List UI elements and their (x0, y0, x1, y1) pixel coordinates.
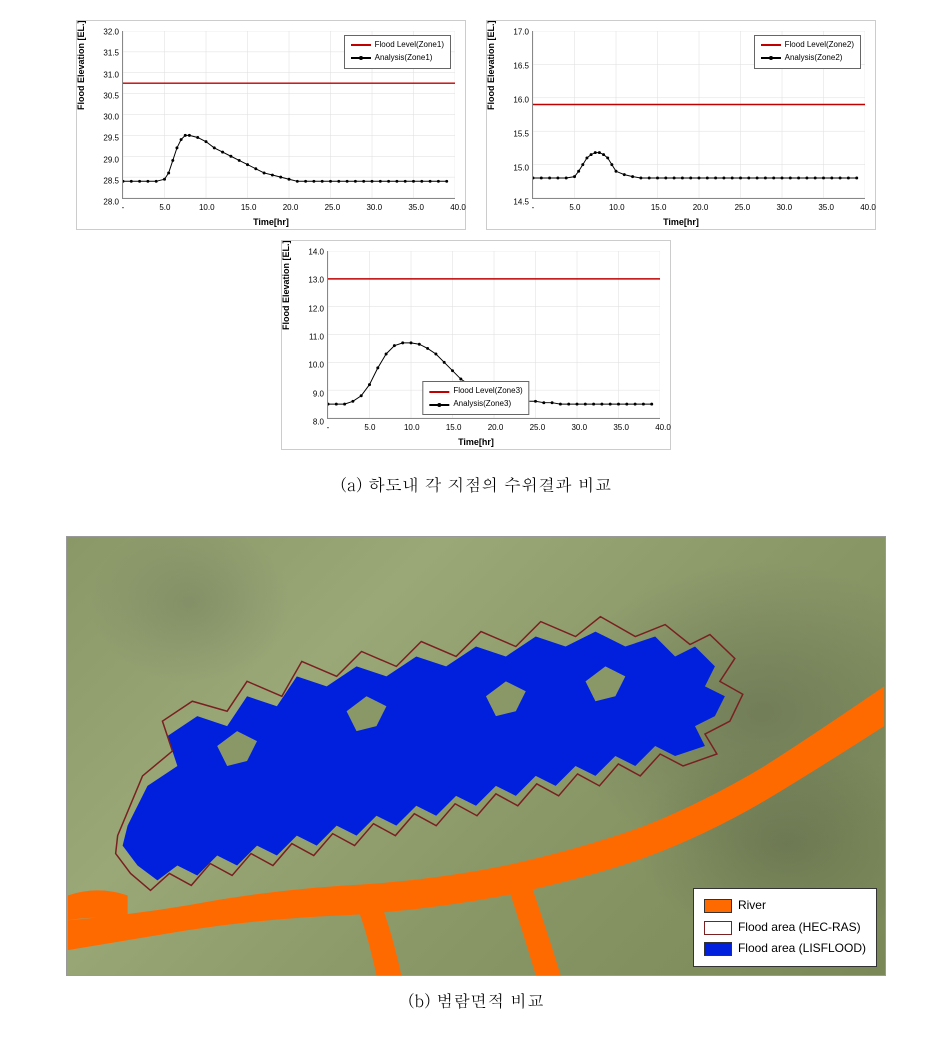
chart3-legend-flood-label: Flood Level(Zone3) (453, 385, 522, 398)
chart-zone1: Flood Elevation [EL.] Time[hr] 28.0 28.5 2… (76, 20, 466, 230)
xtick: 5.0 (569, 203, 580, 212)
ytick: 30.0 (91, 113, 119, 122)
flood-map: River Flood area (HEC-RAS) Flood area (L… (66, 536, 886, 976)
river-swatch (704, 899, 732, 913)
chart2-xlabel: Time[hr] (663, 217, 699, 227)
ytick: 14.0 (296, 248, 324, 257)
xtick: 25.0 (325, 203, 341, 212)
xtick: 40.0 (450, 203, 466, 212)
flood-line-swatch (761, 44, 781, 46)
analysis-marker-swatch (351, 57, 371, 59)
lisflood-swatch (704, 942, 732, 956)
xtick: 35.0 (613, 423, 629, 432)
xtick: 15.0 (446, 423, 462, 432)
caption-b: (b) 범람면적 비교 (40, 988, 912, 1012)
chart2-legend-flood-label: Flood Level(Zone2) (785, 39, 854, 52)
map-section: River Flood area (HEC-RAS) Flood area (L… (40, 536, 912, 1012)
analysis-marker-swatch (761, 57, 781, 59)
xtick: 10.0 (404, 423, 420, 432)
ytick: 28.5 (91, 176, 119, 185)
xtick: 35.0 (818, 203, 834, 212)
map-legend-hecras: Flood area (HEC-RAS) (704, 917, 866, 939)
map-legend-river: River (704, 895, 866, 917)
chart-zone3: Flood Elevation [EL.] Time[hr] 8.0 9.0 10.… (281, 240, 671, 450)
river-trib2 (506, 875, 561, 975)
ytick: 31.0 (91, 70, 119, 79)
flood-line-swatch (351, 44, 371, 46)
xtick: 20.0 (693, 203, 709, 212)
chart-row-bottom: Flood Elevation [EL.] Time[hr] 8.0 9.0 10.… (281, 240, 671, 450)
xtick: 5.0 (364, 423, 375, 432)
chart1-legend-flood-label: Flood Level(Zone1) (375, 39, 444, 52)
ytick: 14.5 (501, 198, 529, 207)
xtick: - (327, 423, 330, 432)
chart2-legend-flood: Flood Level(Zone2) (761, 39, 854, 52)
ytick: 10.0 (296, 361, 324, 370)
xtick: 35.0 (408, 203, 424, 212)
xtick: 40.0 (655, 423, 671, 432)
xtick: 10.0 (199, 203, 215, 212)
chart2-legend-analysis-label: Analysis(Zone2) (785, 52, 843, 65)
xtick: 20.0 (488, 423, 504, 432)
ytick: 29.5 (91, 134, 119, 143)
ytick: 9.0 (296, 389, 324, 398)
chart2-legend-analysis: Analysis(Zone2) (761, 52, 854, 65)
xtick: 20.0 (283, 203, 299, 212)
map-legend-lisflood: Flood area (LISFLOOD) (704, 938, 866, 960)
chart2-ylabel: Flood Elevation [EL.] (486, 21, 496, 111)
ytick: 29.0 (91, 155, 119, 164)
ytick: 11.0 (296, 333, 324, 342)
chart3-legend-analysis: Analysis(Zone3) (429, 398, 522, 411)
ytick: 16.5 (501, 62, 529, 71)
flood-line-swatch (429, 391, 449, 393)
river-trib1 (357, 905, 402, 975)
map-legend-river-label: River (738, 895, 766, 917)
ytick: 16.0 (501, 96, 529, 105)
chart-zone2: Flood Elevation [EL.] Time[hr] 14.5 15.0 1… (486, 20, 876, 230)
ytick: 17.0 (501, 28, 529, 37)
ytick: 12.0 (296, 304, 324, 313)
xtick: - (122, 203, 125, 212)
chart3-legend: Flood Level(Zone3) Analysis(Zone3) (422, 381, 529, 415)
ytick: 8.0 (296, 418, 324, 427)
xtick: 25.0 (735, 203, 751, 212)
chart1-legend-analysis: Analysis(Zone1) (351, 52, 444, 65)
ytick: 30.5 (91, 91, 119, 100)
hecras-swatch (704, 921, 732, 935)
map-legend: River Flood area (HEC-RAS) Flood area (L… (693, 888, 877, 967)
chart1-legend: Flood Level(Zone1) Analysis(Zone1) (344, 35, 451, 69)
xtick: 15.0 (241, 203, 257, 212)
chart3-legend-flood: Flood Level(Zone3) (429, 385, 522, 398)
analysis-marker-swatch (429, 404, 449, 406)
charts-section: Flood Elevation [EL.] Time[hr] 28.0 28.5 2… (40, 20, 912, 516)
xtick: 30.0 (776, 203, 792, 212)
xtick: 40.0 (860, 203, 876, 212)
ytick: 15.5 (501, 130, 529, 139)
chart3-xlabel: Time[hr] (458, 437, 494, 447)
chart3-ylabel: Flood Elevation [EL.] (281, 241, 291, 331)
xtick: 15.0 (651, 203, 667, 212)
map-legend-lisflood-label: Flood area (LISFLOOD) (738, 938, 866, 960)
chart1-legend-analysis-label: Analysis(Zone1) (375, 52, 433, 65)
ytick: 31.5 (91, 49, 119, 58)
chart1-xlabel: Time[hr] (253, 217, 289, 227)
map-legend-hecras-label: Flood area (HEC-RAS) (738, 917, 861, 939)
xtick: 10.0 (609, 203, 625, 212)
chart1-ylabel: Flood Elevation [EL.] (76, 21, 86, 111)
chart-row-top: Flood Elevation [EL.] Time[hr] 28.0 28.5 2… (76, 20, 876, 230)
chart1-legend-flood: Flood Level(Zone1) (351, 39, 444, 52)
river-trib3 (68, 890, 128, 920)
xtick: 30.0 (366, 203, 382, 212)
ytick: 13.0 (296, 276, 324, 285)
caption-a: (a) 하도내 각 지점의 수위결과 비교 (340, 472, 611, 496)
xtick: 30.0 (571, 423, 587, 432)
xtick: 5.0 (159, 203, 170, 212)
xtick: - (532, 203, 535, 212)
ytick: 28.0 (91, 198, 119, 207)
chart2-legend: Flood Level(Zone2) Analysis(Zone2) (754, 35, 861, 69)
ytick: 32.0 (91, 28, 119, 37)
xtick: 25.0 (530, 423, 546, 432)
ytick: 15.0 (501, 164, 529, 173)
chart3-legend-analysis-label: Analysis(Zone3) (453, 398, 511, 411)
